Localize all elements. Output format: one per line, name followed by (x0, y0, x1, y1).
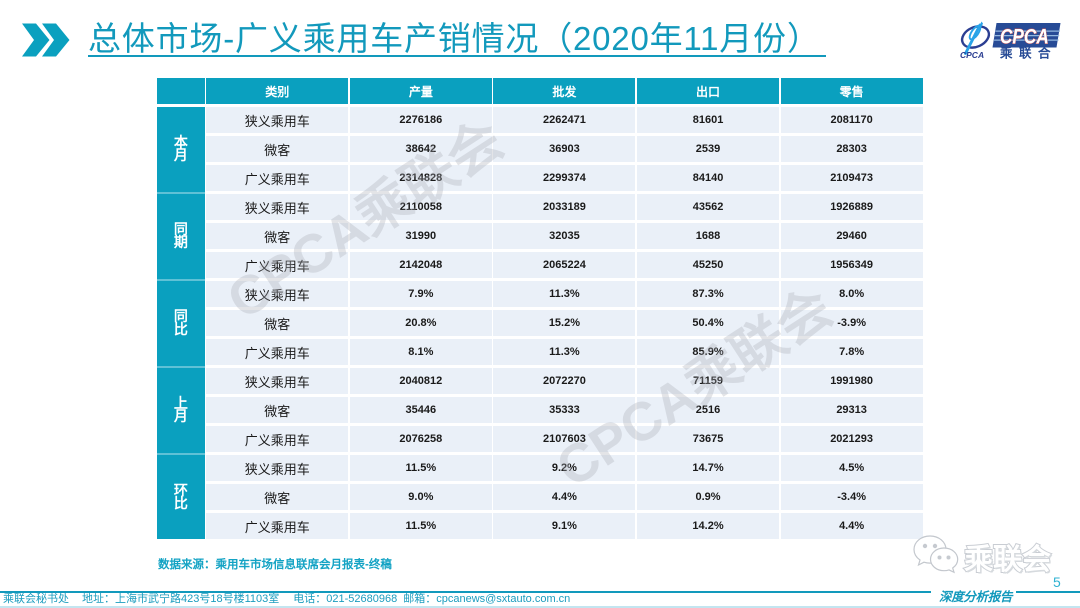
svg-text:CPCA: CPCA (1000, 26, 1049, 49)
svg-text:乘联合: 乘联合 (999, 46, 1057, 61)
svg-text:CPCA: CPCA (960, 50, 984, 60)
